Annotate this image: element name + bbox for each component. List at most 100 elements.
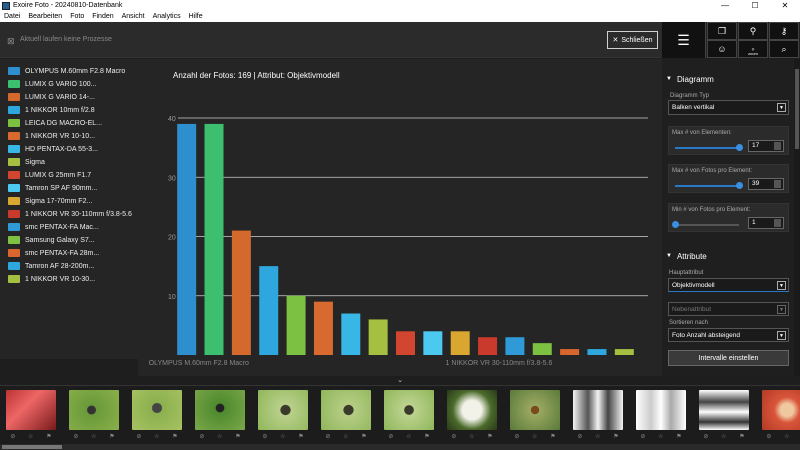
star-icon[interactable]: ☆ [532, 434, 538, 440]
select-icon[interactable]: ⊘ [325, 434, 331, 440]
spinner-icon[interactable] [774, 219, 781, 227]
max-photos-slider-track[interactable] [675, 185, 739, 187]
copy-button[interactable]: ❐ [707, 22, 737, 40]
max-photos-slider[interactable] [735, 182, 743, 189]
flag-icon[interactable]: ⚑ [235, 434, 241, 440]
menu-hilfe[interactable]: Hilfe [188, 13, 203, 20]
flag-icon[interactable]: ⚑ [550, 434, 556, 440]
select-icon[interactable]: ⊘ [577, 434, 583, 440]
close-window-button[interactable]: ✕ [781, 1, 789, 10]
star-icon[interactable]: ☆ [91, 434, 97, 440]
select-icon[interactable]: ⊘ [640, 434, 646, 440]
filmstrip-thumbnail[interactable]: ⊘☆⚑ [380, 389, 438, 444]
collapse-filmstrip-button[interactable]: ⌄ [386, 376, 414, 385]
filmstrip-thumbnail[interactable]: ⊘ ☆ ⚑ [2, 389, 60, 444]
diagramm-section-header[interactable]: ▼ Diagramm [666, 73, 714, 85]
star-icon[interactable]: ☆ [154, 434, 160, 440]
select-icon[interactable]: ⊘ [703, 434, 709, 440]
star-icon[interactable]: ☆ [280, 434, 286, 440]
min-photos-slider-track[interactable] [675, 224, 739, 226]
max-elements-input[interactable]: 17 [748, 140, 784, 152]
select-icon[interactable]: ⊘ [136, 434, 142, 440]
sort-select[interactable]: Foto Anzahl absteigend ▼ [668, 328, 789, 342]
max-elements-slider-track[interactable] [675, 147, 739, 149]
flag-icon[interactable]: ⚑ [109, 434, 115, 440]
star-icon[interactable]: ☆ [217, 434, 223, 440]
face-button[interactable]: ☺ [707, 40, 737, 58]
thumb-fly-1[interactable] [69, 390, 119, 430]
star-icon[interactable]: ☆ [28, 434, 34, 440]
menu-datei[interactable]: Datei [4, 13, 21, 20]
star-icon[interactable]: ☆ [721, 434, 727, 440]
key-button[interactable]: ⚷ [769, 22, 799, 40]
flag-icon[interactable]: ⚑ [487, 434, 493, 440]
neben-select[interactable]: Nebenattribut ▼ [668, 302, 789, 316]
thumb-fly-3[interactable] [195, 390, 245, 430]
flag-icon[interactable]: ⚑ [676, 434, 682, 440]
haupt-select[interactable]: Objektivmodell ▼ [668, 278, 789, 292]
thumb-ladybugs[interactable] [6, 390, 56, 430]
thumb-red-objects[interactable] [762, 390, 800, 430]
close-analytics-button[interactable]: ✕ Schließen [607, 31, 658, 49]
menu-foto[interactable]: Foto [70, 13, 85, 20]
select-icon[interactable]: ⊘ [10, 434, 16, 440]
thumb-batteries-2[interactable] [636, 390, 686, 430]
select-icon[interactable]: ⊘ [262, 434, 268, 440]
flag-icon[interactable]: ⚑ [613, 434, 619, 440]
min-photos-input[interactable]: 1 [748, 217, 784, 229]
select-icon[interactable]: ⊘ [388, 434, 394, 440]
attribute-section-header[interactable]: ▼ Attribute [666, 250, 707, 262]
minimize-button[interactable]: — [721, 1, 729, 10]
thumb-fly-2[interactable] [132, 390, 182, 430]
thumb-fly-5[interactable] [321, 390, 371, 430]
diagramm-typ-select[interactable]: Balken vertikal ▼ [668, 100, 789, 115]
filmstrip-thumbnail[interactable]: ⊘ ☆ ⚑ [254, 389, 312, 444]
filmstrip-thumbnail[interactable]: ⊘☆⚑ [695, 389, 753, 444]
min-photos-slider[interactable] [671, 221, 679, 228]
spinner-icon[interactable] [774, 180, 781, 188]
max-photos-input[interactable]: 39 [748, 178, 784, 190]
star-icon[interactable]: ☆ [784, 434, 790, 440]
thumb-batteries-1[interactable] [573, 390, 623, 430]
filmstrip-scrollbar[interactable] [0, 444, 800, 450]
thumb-flowers[interactable] [447, 390, 497, 430]
spinner-icon[interactable] [774, 142, 781, 150]
filmstrip-thumbnail[interactable]: ⊘ ☆ ⚑ [128, 389, 186, 444]
thumb-fly-6[interactable] [384, 390, 434, 430]
flag-icon[interactable]: ⚑ [361, 434, 367, 440]
thumb-fly-4[interactable] [258, 390, 308, 430]
select-icon[interactable]: ⊘ [73, 434, 79, 440]
filmstrip-thumbnail[interactable]: ⊘ ☆ ⚑ [506, 389, 564, 444]
max-elements-slider[interactable] [735, 144, 743, 151]
star-icon[interactable]: ☆ [343, 434, 349, 440]
thumb-spider[interactable] [510, 390, 560, 430]
star-icon[interactable]: ☆ [469, 434, 475, 440]
scrollbar-thumb[interactable] [2, 445, 62, 449]
thumb-parts[interactable] [699, 390, 749, 430]
menu-analytics[interactable]: Analytics [152, 13, 181, 20]
menu-ansicht[interactable]: Ansicht [121, 13, 145, 20]
filmstrip-thumbnail[interactable]: ⊘ ☆ ⚑ [191, 389, 249, 444]
edit-panel-button[interactable]: ☰ [662, 22, 706, 58]
filmstrip-thumbnail[interactable]: ⊘☆⚑ [758, 389, 800, 444]
filmstrip-thumbnail[interactable]: ⊘ ☆ ⚑ [443, 389, 501, 444]
star-icon[interactable]: ☆ [658, 434, 664, 440]
search-button[interactable]: ⌕ [769, 40, 799, 58]
flag-icon[interactable]: ⚑ [46, 434, 52, 440]
panel-scrollbar[interactable] [794, 59, 800, 376]
maximize-button[interactable]: ☐ [751, 1, 759, 10]
scrollbar-thumb[interactable] [795, 69, 799, 149]
zoom-button[interactable]: ◦ zoom [738, 40, 768, 58]
intervals-button[interactable]: Intervalle einstellen [668, 350, 789, 366]
flag-icon[interactable]: ⚑ [298, 434, 304, 440]
filmstrip-thumbnail[interactable]: ⊘ ☆ ⚑ [317, 389, 375, 444]
select-icon[interactable]: ⊘ [514, 434, 520, 440]
star-icon[interactable]: ☆ [406, 434, 412, 440]
filmstrip-thumbnail[interactable]: ⊘ ☆ ⚑ [632, 389, 690, 444]
location-button[interactable]: ⚲ [738, 22, 768, 40]
filmstrip-thumbnail[interactable]: ⊘ ☆ ⚑ [65, 389, 123, 444]
flag-icon[interactable]: ⚑ [172, 434, 178, 440]
select-icon[interactable]: ⊘ [766, 434, 772, 440]
select-icon[interactable]: ⊘ [451, 434, 457, 440]
select-icon[interactable]: ⊘ [199, 434, 205, 440]
